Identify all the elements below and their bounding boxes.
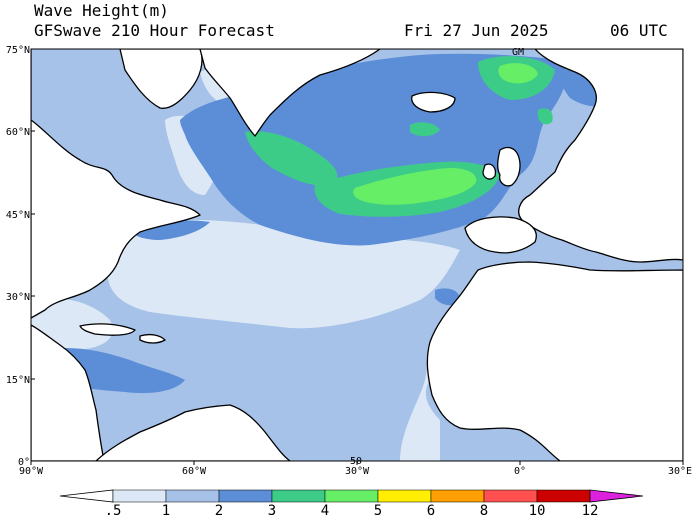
colorbar-segment [112,489,167,503]
greenland [199,49,381,137]
map-title: Wave Height(m) [34,1,169,20]
central-america [31,324,105,461]
colorbar-label: 4 [320,503,330,519]
lon-label-30w: 30°W [345,466,370,477]
lon-ticks [30,461,684,465]
iberia [464,216,537,254]
land [31,49,683,461]
colorbar-segment [430,489,485,503]
lon-label-90w: 90°W [19,466,44,477]
colorbar-label: 1 [161,503,171,519]
lat-label-0: 0° [18,457,30,468]
map-mark-bottom: 50 [350,456,362,467]
colorbar-segment [483,489,538,503]
colorbar-label: 3 [267,503,277,519]
colorbar-label: 8 [479,503,489,519]
lat-label-60n: 60°N [6,127,30,138]
forecast-date: Fri 27 Jun 2025 [404,21,549,40]
model-label: GFSwave 210 Hour Forecast [34,21,275,40]
colorbar-segment [218,489,273,503]
lat-label-15n: 15°N [6,375,30,386]
colorbar-label: 12 [581,503,599,519]
colorbar-segment [377,489,432,503]
colorbar-high-arrow [589,489,644,503]
africa [426,261,683,461]
colorbar-segment [536,489,591,503]
great-britain [497,146,521,187]
calm-swell-band [107,219,461,329]
south-america [95,404,291,461]
lat-label-30n: 30°N [6,292,30,303]
forecast-time: 06 UTC [610,21,668,40]
lat-label-45n: 45°N [6,210,30,221]
north-america [31,49,203,319]
colorbar-label: 10 [528,503,546,519]
hispaniola [139,333,166,344]
very-rough-central [353,168,477,205]
colorbar-label: .5 [104,503,122,519]
map-mark-top: GM [512,47,524,58]
rough-irminger [410,122,440,137]
colorbar-label: 6 [426,503,436,519]
rough-north-sea-patch [537,108,553,125]
colorbar-segment [324,489,379,503]
iceland [411,91,456,113]
lon-label-0: 0° [514,466,526,477]
lon-label-60w: 60°W [182,466,207,477]
colorbar-label: 2 [214,503,224,519]
europe [518,49,683,263]
ireland [482,163,497,180]
lat-label-75n: 75°N [6,45,30,56]
calm-coastal-band [31,298,113,350]
colorbar [59,489,644,503]
moderate-canaries [435,288,461,306]
lon-label-30e: 30°E [668,466,692,477]
colorbar-segment [271,489,326,503]
colorbar-label: 5 [373,503,383,519]
colorbar-low-arrow [59,489,114,503]
colorbar-segment [165,489,220,503]
lat-ticks [31,48,35,462]
very-rough-norwegian-sea [498,63,538,84]
rough-labrador-sea [245,131,338,186]
cuba [79,323,136,336]
